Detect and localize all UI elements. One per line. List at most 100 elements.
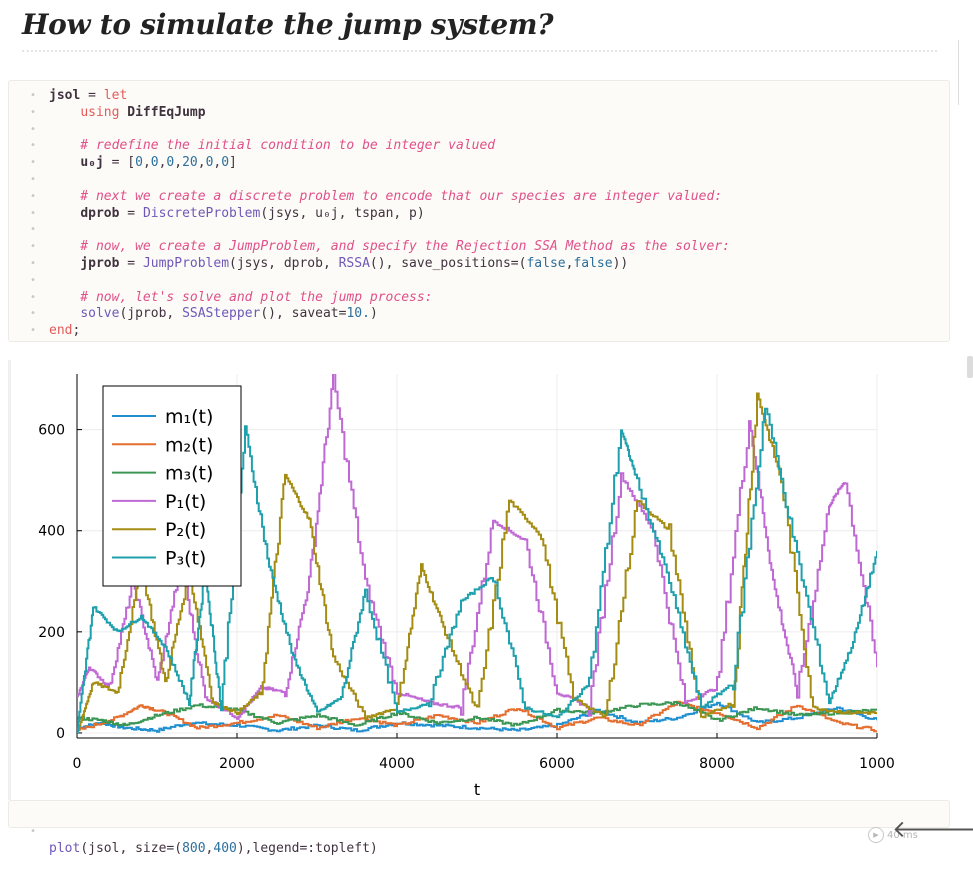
- code-text[interactable]: dprob = DiscreteProblem(jsys, u₀j, tspan…: [49, 205, 424, 222]
- line-gutter-dot: •: [30, 291, 37, 303]
- x-tick-label: 4000: [379, 756, 415, 772]
- code-token: # next we create a discrete problem to e…: [49, 188, 723, 204]
- code-token: = [: [103, 155, 136, 171]
- code-token: ]: [229, 155, 237, 171]
- code-token: [49, 256, 80, 271]
- line-gutter-dot: •: [30, 224, 37, 236]
- x-tick-label: 8000: [699, 756, 735, 772]
- code-token: using: [80, 104, 120, 120]
- code-text[interactable]: jprob = JumpProblem(jsys, dprob, RSSA(),…: [49, 255, 628, 272]
- scrollbar-thumb[interactable]: [967, 356, 973, 378]
- code-line: • plot(jsol, size=(800,400),legend=:topl…: [9, 806, 378, 856]
- code-text[interactable]: # now, we create a JumpProblem, and spec…: [49, 238, 730, 255]
- y-tick-label: 400: [38, 524, 65, 540]
- code-token: (), saveat=: [260, 306, 347, 322]
- code-text[interactable]: # redefine the initial condition to be i…: [49, 137, 495, 154]
- arrow-right-icon[interactable]: 🡒: [936, 815, 973, 843]
- code-token: =: [80, 88, 104, 103]
- code-text[interactable]: # next we create a discrete problem to e…: [49, 188, 722, 205]
- code-token: # now, let's solve and plot the jump pro…: [49, 289, 433, 305]
- code-token: DiscreteProblem: [142, 205, 261, 221]
- code-token: ,: [197, 155, 206, 171]
- legend-label: m₁(t): [165, 406, 213, 428]
- line-gutter-dot: •: [30, 123, 37, 135]
- code-token: false: [573, 256, 613, 271]
- code-token: 0: [150, 155, 159, 171]
- series-line: [77, 701, 877, 727]
- code-token: [49, 306, 80, 321]
- code-token: DiffEqJump: [127, 104, 206, 120]
- code-token: dprob: [80, 205, 120, 221]
- line-gutter-dot: •: [30, 157, 37, 169]
- line-chart: 0 2000 4000 6000 8000 10000200400600tm₁(t)m₂(…: [38, 374, 895, 799]
- plot-input-cell[interactable]: • plot(jsol, size=(800,400),legend=:topl…: [8, 800, 950, 856]
- code-token: ): [369, 306, 378, 322]
- code-cell[interactable]: • jsol = let • using DiffEqJump • • # redefi…: [8, 80, 950, 342]
- code-token: end: [49, 323, 73, 339]
- line-gutter-dot: •: [30, 308, 37, 320]
- code-token: [49, 155, 80, 170]
- legend-label: P₃(t): [165, 548, 206, 570]
- line-gutter-dot: •: [30, 325, 37, 337]
- code-token: 0: [135, 155, 143, 171]
- code-token: jsol: [49, 88, 81, 103]
- code-token: ,: [565, 256, 574, 271]
- plot-output: 0 2000 4000 6000 8000 1000 0 200 400 600 t m₁(t) m₂(…: [8, 360, 950, 800]
- code-token: JumpProblem: [142, 256, 230, 271]
- x-tick-label: 1000: [859, 756, 895, 772]
- code-token: 0: [221, 155, 230, 171]
- code-token: # now, we create a JumpProblem, and spec…: [49, 239, 730, 255]
- page-title: How to simulate the jump system?: [22, 8, 554, 41]
- code-token: jprob: [80, 256, 120, 271]
- code-text[interactable]: jsol = let: [49, 87, 127, 104]
- line-gutter-dot: •: [30, 241, 37, 253]
- legend-label: P₂(t): [165, 519, 206, 541]
- line-gutter-dot: •: [30, 207, 37, 219]
- line-gutter-dot: •: [30, 826, 37, 837]
- code-text[interactable]: # now, let's solve and plot the jump pro…: [49, 289, 433, 306]
- code-token: SSAStepper: [182, 306, 261, 322]
- code-text[interactable]: u₀j = [0,0,0,20,0,0]: [49, 154, 237, 171]
- code-token: 0: [205, 155, 214, 171]
- line-gutter-dot: •: [30, 90, 37, 101]
- runtime-indicator: ▶ 40 ms: [868, 826, 918, 844]
- legend-label: P₁(t): [165, 491, 206, 513]
- code-token: ,: [142, 155, 151, 171]
- section-heading: How to simulate the jump system?: [22, 4, 937, 52]
- legend-box: [102, 385, 242, 587]
- code-token: u₀j: [80, 155, 104, 171]
- line-gutter-dot: •: [30, 174, 37, 185]
- code-token: ;: [72, 323, 81, 339]
- code-token: [49, 105, 80, 120]
- scrollbar-track[interactable]: [958, 40, 973, 105]
- code-token: ,: [174, 155, 183, 171]
- code-text[interactable]: using DiffEqJump: [49, 104, 206, 121]
- play-icon[interactable]: ▶: [868, 827, 884, 843]
- runtime-label: 40 ms: [887, 829, 918, 841]
- y-tick-label: 0: [56, 726, 65, 742]
- code-token: RSSA: [338, 256, 370, 271]
- legend-label: m₃(t): [165, 463, 213, 485]
- code-text[interactable]: end;: [49, 322, 80, 339]
- code-text[interactable]: solve(jprob, SSAStepper(), saveat=10.): [49, 305, 378, 322]
- code-token: false: [526, 256, 566, 271]
- line-gutter-dot: •: [30, 274, 37, 286]
- code-token: 0: [166, 155, 175, 171]
- code-token: (), save_positions=(: [369, 256, 527, 271]
- code-token: # redefine the initial condition to be i…: [49, 138, 496, 154]
- x-tick-label: 0: [73, 756, 82, 772]
- y-tick-label: 600: [38, 423, 65, 439]
- series-line: [77, 407, 877, 734]
- code-token: solve: [80, 306, 120, 322]
- code-token: =: [119, 205, 143, 221]
- x-tick-label: 6000: [539, 756, 575, 772]
- series-line: [77, 392, 877, 733]
- line-gutter-dot: •: [30, 258, 37, 269]
- code-token: (jsys, dprob,: [229, 256, 339, 271]
- line-gutter-dot: •: [30, 106, 37, 118]
- code-token: ,: [158, 155, 167, 171]
- x-axis-label: t: [474, 780, 480, 799]
- y-tick-label: 200: [38, 625, 65, 641]
- arrow-left-icon[interactable]: 🡐: [892, 815, 957, 843]
- line-gutter-dot: •: [30, 190, 37, 202]
